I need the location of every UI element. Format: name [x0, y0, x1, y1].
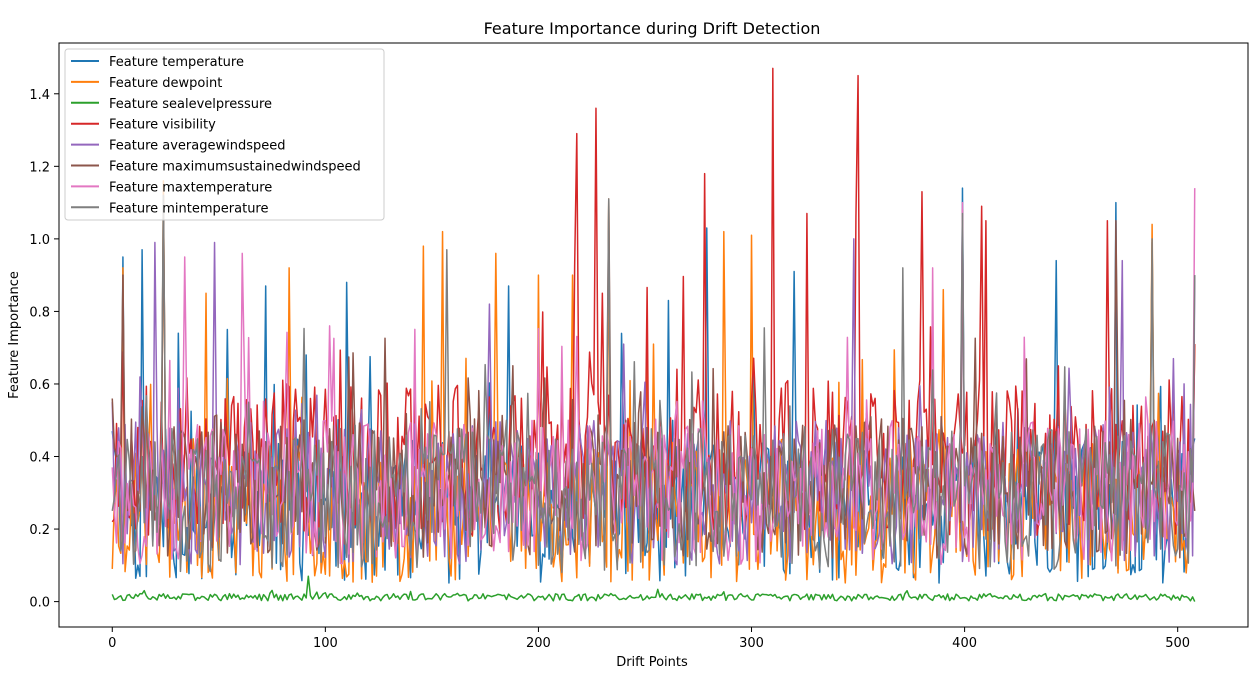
- y-tick-label: 0.4: [29, 451, 50, 466]
- legend-entry: Feature mintemperature: [109, 201, 269, 216]
- y-axis-label: Feature Importance: [7, 271, 22, 399]
- legend: Feature temperature Feature dewpoint Featu…: [64, 48, 385, 221]
- x-axis-label: Drift Points: [616, 655, 688, 670]
- legend-entry: Feature visibility: [109, 118, 216, 133]
- x-tick-label: 400: [952, 636, 977, 651]
- x-tick-label: 0: [108, 636, 116, 651]
- y-tick-label: 0.0: [29, 596, 50, 611]
- y-tick-label: 1.4: [29, 88, 50, 103]
- legend-entry: Feature temperature: [109, 55, 244, 70]
- x-tick-label: 100: [313, 636, 338, 651]
- plot-frame: [58, 42, 1249, 628]
- x-tick-label: 300: [739, 636, 764, 651]
- x-tick-label: 200: [526, 636, 551, 651]
- series-line-8: [111, 194, 1196, 574]
- legend-box: [64, 48, 385, 221]
- y-tick-label: 0.2: [29, 523, 50, 538]
- legend-entry: Feature maximumsustainedwindspeed: [109, 160, 361, 175]
- y-tick-label: 0.8: [29, 305, 50, 320]
- y-tick-label: 1.0: [29, 233, 50, 248]
- y-tick-label: 1.2: [29, 160, 50, 175]
- x-axis: 0 100 200 300 400 500: [108, 627, 1190, 651]
- series-group: [111, 67, 1196, 602]
- legend-entry: Feature maxtemperature: [109, 180, 272, 195]
- series-line-3: [111, 575, 1196, 602]
- y-axis: 0.0 0.2 0.4 0.6 0.8 1.0 1.2 1.4: [29, 88, 59, 611]
- legend-entry: Feature averagewindspeed: [109, 139, 285, 154]
- legend-entry: Feature dewpoint: [109, 76, 222, 91]
- legend-entry: Feature sealevelpressure: [109, 97, 272, 112]
- y-tick-label: 0.6: [29, 378, 50, 393]
- x-tick-label: 500: [1165, 636, 1190, 651]
- chart-title: Feature Importance during Drift Detectio…: [484, 19, 821, 38]
